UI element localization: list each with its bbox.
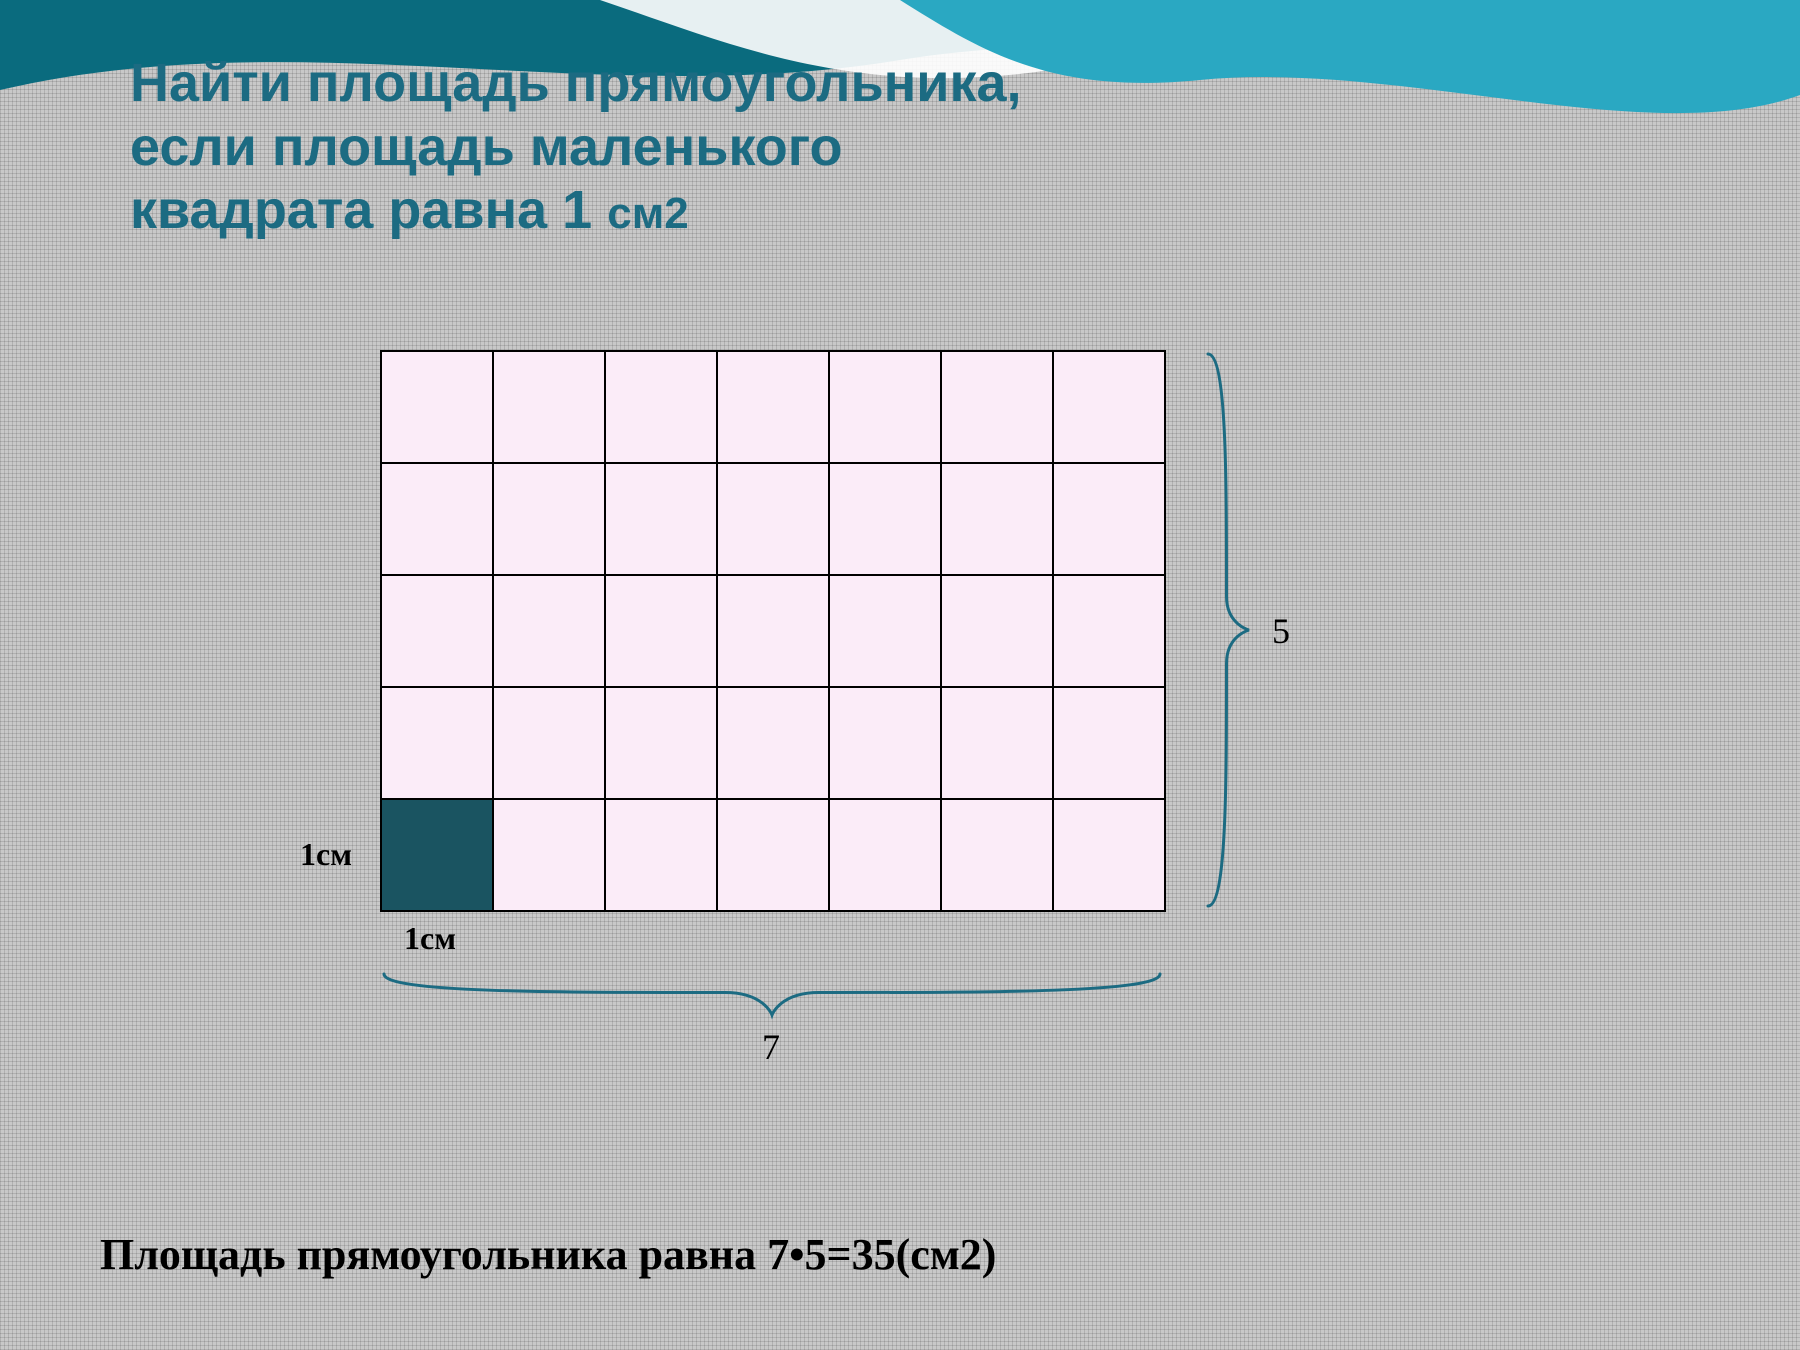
grid-cell [717, 463, 829, 575]
width-dimension-label: 7 [762, 1026, 780, 1068]
grid-cell [493, 687, 605, 799]
grid-region: 1см 1см 7 5 [380, 350, 1166, 912]
grid-cell [381, 463, 493, 575]
grid-cell [381, 799, 493, 911]
label-1cm-left: 1см [300, 836, 352, 873]
brace-bottom [380, 970, 1164, 1020]
grid-cell [829, 463, 941, 575]
grid-cell [829, 575, 941, 687]
title-line3-unit: см2 [607, 189, 689, 238]
grid-cell [493, 799, 605, 911]
grid-cell [381, 575, 493, 687]
grid-cell [605, 799, 717, 911]
rectangle-grid [380, 350, 1166, 912]
grid-cell [1053, 351, 1165, 463]
grid-cell [829, 687, 941, 799]
grid-cell [493, 463, 605, 575]
grid-cell [829, 799, 941, 911]
grid-cell [941, 575, 1053, 687]
title-line3-prefix: квадрата равна 1 [130, 180, 592, 240]
grid-cell [493, 351, 605, 463]
grid-cell [493, 575, 605, 687]
grid-cell [605, 687, 717, 799]
grid-cell [381, 351, 493, 463]
answer-text: Площадь прямоугольника равна 7•5=35(см2) [100, 1229, 996, 1280]
grid-cell [717, 575, 829, 687]
grid-cell [1053, 463, 1165, 575]
grid-cell [605, 463, 717, 575]
label-1cm-bottom: 1см [404, 920, 456, 957]
brace-right [1204, 350, 1254, 910]
grid-cell [1053, 575, 1165, 687]
grid-cell [941, 463, 1053, 575]
grid-cell [717, 687, 829, 799]
grid-cell [941, 351, 1053, 463]
height-dimension-label: 5 [1272, 610, 1290, 652]
title-line3: квадрата равна 1 см2 [130, 179, 1330, 243]
slide: Найти площадь прямоугольника, если площа… [0, 0, 1800, 1350]
grid-cell [1053, 799, 1165, 911]
grid-cell [1053, 687, 1165, 799]
grid-cell [605, 575, 717, 687]
grid-cell [941, 687, 1053, 799]
title-line2: если площадь маленького [130, 116, 1330, 180]
grid-cell [941, 799, 1053, 911]
grid-cell [717, 799, 829, 911]
grid-cell [605, 351, 717, 463]
grid-cell [381, 687, 493, 799]
slide-title: Найти площадь прямоугольника, если площа… [130, 52, 1330, 243]
grid-cell [829, 351, 941, 463]
title-line1: Найти площадь прямоугольника, [130, 52, 1330, 116]
grid-cell [717, 351, 829, 463]
